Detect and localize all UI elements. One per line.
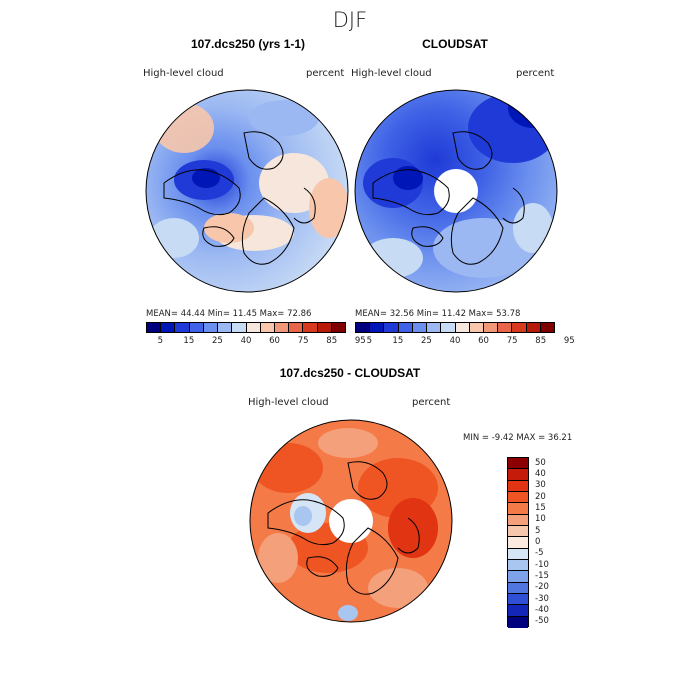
diff-colorbar-tick-label: -40 (535, 605, 549, 615)
panel1-colorbar-ticks: 5 15 25 40 60 75 85 95 (146, 336, 366, 348)
colorbar-swatch (412, 323, 428, 332)
colorbar-swatch (260, 323, 275, 332)
panel2-polar-map (354, 89, 558, 293)
colorbar-tick-label: 15 (183, 336, 195, 346)
diff-colorbar (507, 457, 529, 628)
colorbar-swatch (384, 323, 399, 332)
diff-colorbar-swatch (508, 537, 528, 549)
diff-colorbar-swatch (508, 480, 528, 492)
diff-colorbar-swatch (508, 605, 528, 617)
panel1-title: 107.dcs250 (yrs 1-1) (190, 37, 306, 51)
colorbar-swatch (303, 323, 318, 332)
diff-colorbar-swatch (508, 559, 528, 572)
colorbar-swatch (455, 323, 470, 332)
diff-colorbar-swatch (508, 582, 528, 594)
diff-colorbar-tick-label: -50 (535, 616, 549, 627)
diff-colorbar-tick-label: -10 (535, 559, 549, 570)
diff-stats: MIN = -9.42 MAX = 36.21 (463, 433, 573, 443)
diff-colorbar-tick-label: 40 (535, 469, 546, 479)
colorbar-swatch (218, 323, 233, 332)
diff-colorbar-swatch (508, 491, 528, 504)
colorbar-tick-label: 40 (240, 336, 252, 346)
diff-colorbar-tick-label: -5 (535, 548, 544, 559)
colorbar-tick-label: 60 (478, 336, 489, 346)
diff-colorbar-tick-label: -20 (535, 582, 549, 593)
colorbar-tick-label: 85 (326, 336, 338, 346)
colorbar-swatch (175, 323, 190, 332)
colorbar-swatch (483, 323, 499, 332)
diff-colorbar-tick-label: 20 (535, 491, 546, 502)
diff-colorbar-tick-label: 10 (535, 514, 546, 525)
colorbar-tick-label: 15 (392, 336, 404, 346)
colorbar-swatch (540, 323, 555, 332)
diff-colorbar-ticks: 50 40 30 20 15 10 5 0 -5 -10 -15 -20 -30 -40 -50 (535, 457, 575, 627)
panel2-colorbar-ticks: 5 15 25 40 60 75 85 95 (355, 336, 575, 348)
colorbar-swatch (232, 323, 247, 332)
panel1-stats: MEAN= 44.44 Min= 11.45 Max= 72.86 (146, 309, 312, 319)
colorbar-swatch (526, 323, 541, 332)
diff-colorbar-tick-label: -30 (535, 593, 549, 604)
colorbar-swatch (203, 323, 219, 332)
colorbar-swatch (398, 323, 413, 332)
diff-colorbar-swatch (508, 458, 528, 470)
colorbar-tick-label: 85 (535, 336, 547, 346)
diff-colorbar-tick-label: 30 (535, 480, 546, 491)
colorbar-tick-label: 25 (421, 336, 432, 346)
panel1-polar-map (145, 89, 349, 293)
season-title: DJF (332, 8, 368, 32)
colorbar-tick-label: 75 (297, 336, 309, 346)
colorbar-swatch (289, 323, 304, 332)
colorbar-swatch (498, 323, 513, 332)
colorbar-swatch (274, 323, 290, 332)
colorbar-tick-label: 95 (563, 336, 575, 346)
diff-colorbar-swatch (508, 571, 528, 583)
diff-colorbar-tick-label: 15 (535, 503, 546, 513)
diff-colorbar-tick-label: 50 (535, 457, 546, 468)
colorbar-swatch (370, 323, 385, 332)
diff-colorbar-swatch (508, 503, 528, 515)
colorbar-tick-label: 95 (354, 336, 366, 346)
diff-colorbar-swatch (508, 514, 528, 526)
diff-colorbar-tick-label: -15 (535, 571, 549, 581)
diff-field-label: High-level cloud (248, 397, 329, 408)
panel1-field-label: High-level cloud (143, 68, 224, 79)
diff-title: 107.dcs250 - CLOUDSAT (279, 366, 421, 380)
diff-colorbar-tick-label: 5 (535, 525, 541, 536)
panel1-colorbar (146, 322, 346, 333)
colorbar-swatch (317, 323, 332, 332)
panel1-units-label: percent (306, 68, 345, 79)
diff-colorbar-swatch (508, 469, 528, 481)
diff-colorbar-swatch (508, 593, 528, 606)
colorbar-swatch (427, 323, 442, 332)
panel2-units-label: percent (516, 68, 555, 79)
colorbar-tick-label: 5 (157, 336, 163, 346)
colorbar-tick-label: 60 (269, 336, 280, 346)
colorbar-swatch (189, 323, 204, 332)
diff-colorbar-swatch (508, 548, 528, 560)
panel2-title: CLOUDSAT (422, 37, 488, 51)
colorbar-swatch (147, 323, 162, 332)
panel2-field-label: High-level cloud (351, 68, 432, 79)
diff-units-label: percent (412, 397, 451, 408)
diff-colorbar-swatch (508, 525, 528, 538)
colorbar-tick-label: 75 (506, 336, 518, 346)
colorbar-swatch (331, 323, 346, 332)
colorbar-swatch (469, 323, 484, 332)
colorbar-swatch (161, 323, 176, 332)
panel2-stats: MEAN= 32.56 Min= 11.42 Max= 53.78 (355, 309, 521, 319)
colorbar-tick-label: 5 (366, 336, 372, 346)
diff-colorbar-tick-label: 0 (535, 537, 541, 547)
diff-polar-map (249, 419, 453, 623)
colorbar-swatch (512, 323, 527, 332)
diff-colorbar-swatch (508, 616, 528, 628)
panel2-colorbar (355, 322, 555, 333)
colorbar-tick-label: 25 (212, 336, 223, 346)
colorbar-swatch (441, 323, 456, 332)
colorbar-swatch (246, 323, 261, 332)
colorbar-tick-label: 40 (449, 336, 461, 346)
colorbar-swatch (356, 323, 371, 332)
